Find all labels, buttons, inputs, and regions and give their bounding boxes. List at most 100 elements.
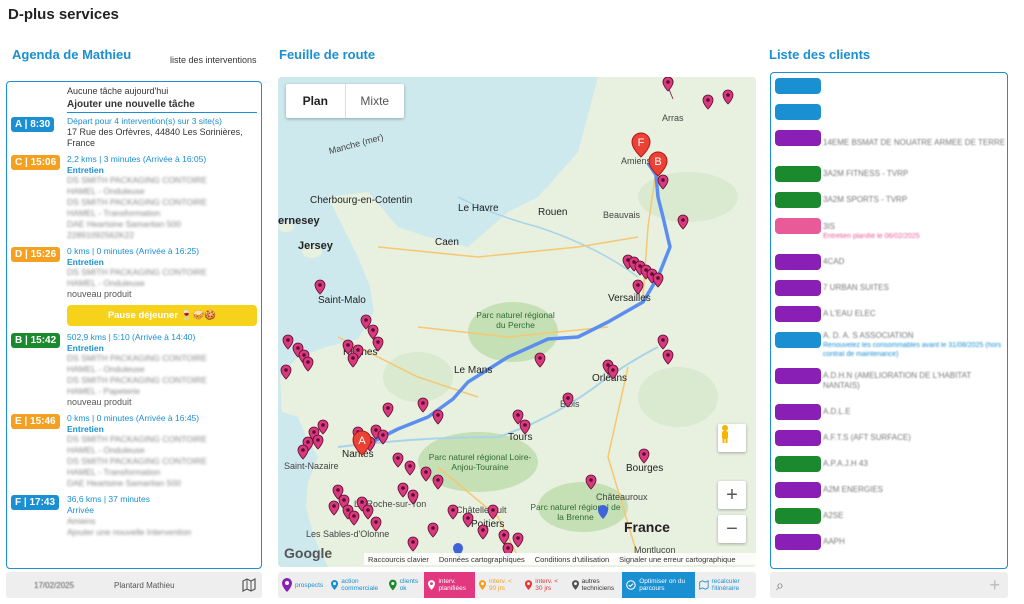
map-label: La Roche-sur-Yon <box>354 499 427 509</box>
map-label: Châtellerault <box>456 505 507 515</box>
map-label: Arras <box>662 113 684 123</box>
client-row[interactable] <box>771 99 1007 125</box>
tab-mixte[interactable]: Mixte <box>344 84 405 118</box>
map-label: Rouen <box>538 207 568 218</box>
client-name: A2M ENERGIES <box>823 485 884 494</box>
client-note: Entretien planifié le 06/02/2025 <box>823 232 920 240</box>
client-name: A L'EAU ELEC <box>823 309 876 318</box>
client-row[interactable]: 7 URBAN SUITES <box>771 275 1007 301</box>
agenda-item-b[interactable]: B | 15:42 502,9 kms | 5:10 (Arrivée à 14… <box>7 329 261 410</box>
technician-name[interactable]: Plantard Mathieu <box>114 580 175 590</box>
optimize-route-button[interactable]: Optimiser on du parcours <box>622 572 695 598</box>
route-map[interactable]: Plan Mixte Manche (mer) Cherbourg-en-Cot… <box>278 77 756 567</box>
lunch-break-banner: Pause déjeuner 🍷🥪🍪 <box>67 305 257 326</box>
product-note: nouveau produit <box>67 289 132 299</box>
client-row[interactable]: A.P.A.J.H 43 <box>771 451 1007 477</box>
agenda-panel: Aucune tâche aujourd'hui Ajouter une nou… <box>6 81 262 569</box>
agenda-item-e[interactable]: E | 15:46 0 kms | 0 minutes (Arrivée à 1… <box>7 410 261 491</box>
map-label: Poitiers <box>471 519 505 530</box>
equipment-line: HAMEL - Onduleuse <box>67 364 145 374</box>
agenda-item-d[interactable]: D | 15:26 0 kms | 0 minutes (Arrivée à 1… <box>7 243 261 302</box>
client-row[interactable]: 3A2M SPORTS - TVRP <box>771 187 1007 213</box>
client-status-badge <box>775 166 821 182</box>
purple-pin-icon <box>282 578 292 592</box>
client-row[interactable]: A2SE <box>771 503 1007 529</box>
add-intervention-link[interactable]: Ajouter une nouvelle Intervention <box>67 527 192 537</box>
search-icon[interactable]: ⌕ <box>776 577 784 593</box>
legend-under-30-days[interactable]: interv. < 30 jrs <box>521 572 567 598</box>
client-row[interactable]: AAPH <box>771 529 1007 555</box>
client-row[interactable] <box>771 73 1007 99</box>
map-data-link[interactable]: Données cartographiques <box>438 554 525 564</box>
red-pin-icon <box>525 580 533 590</box>
zoom-out-button[interactable]: − <box>718 515 746 543</box>
client-status-badge <box>775 218 821 234</box>
client-row[interactable]: A.D.H.N (AMELIORATION DE L'HABITAT NANTA… <box>771 363 1007 399</box>
client-status-badge <box>775 482 821 498</box>
intervention-type: Entretien <box>67 424 104 434</box>
client-row[interactable]: A.F.T.S (AFT SURFACE) <box>771 425 1007 451</box>
legend-planned[interactable]: interv. planifiées <box>424 572 476 598</box>
time-badge: B | 15:42 <box>11 333 61 348</box>
report-error-link[interactable]: Signaler une erreur cartographique <box>619 554 736 564</box>
client-status-badge <box>775 78 821 94</box>
trip-info: 0 kms | 0 minutes (Arrivée à 16:25) <box>67 246 200 256</box>
map-label: Parc naturel régional de la Brenne <box>530 502 621 522</box>
equipment-line: 22891092562K22 <box>67 230 135 240</box>
agenda-footer: 17/02/2025 Plantard Mathieu <box>6 572 262 598</box>
client-status-badge <box>775 130 821 146</box>
recalculate-route-button[interactable]: recalculer l'itinéraire <box>695 572 756 598</box>
client-status-badge <box>775 104 821 120</box>
equipment-line: DAE Heartsine Samaritan 500 <box>67 219 181 229</box>
legend-commercial-action[interactable]: action commerciale <box>327 572 385 598</box>
pegman-icon[interactable] <box>718 424 746 452</box>
agenda-item-c[interactable]: C | 15:06 2,2 kms | 3 minutes (Arrivée à… <box>7 151 261 243</box>
terms-link[interactable]: Conditions d'utilisation <box>534 554 610 564</box>
client-row[interactable]: A. D. A. S ASSOCIATION Renouvelez les con… <box>771 327 1007 363</box>
tab-plan[interactable]: Plan <box>302 94 328 108</box>
map-label: Tours <box>508 432 533 443</box>
trip-info: 502,9 kms | 5:10 (Arrivée à 14:40) <box>67 332 196 342</box>
route-title: Feuille de route <box>279 47 376 62</box>
map-label: ernesey <box>278 215 320 227</box>
add-task-link[interactable]: Ajouter une nouvelle tâche <box>67 96 257 113</box>
map-label: Bourges <box>626 463 664 474</box>
clients-footer: ⌕ + <box>770 572 1008 598</box>
agenda-item-f[interactable]: F | 17:43 36,6 kms | 37 minutes Arrivée … <box>7 491 261 540</box>
interventions-list-link[interactable]: liste des interventions <box>170 55 257 65</box>
client-status-badge <box>775 404 821 420</box>
map-label: Le Havre <box>458 203 499 214</box>
zoom-in-button[interactable]: + <box>718 481 746 509</box>
google-logo: Google <box>284 545 333 561</box>
client-status-badge <box>775 254 821 270</box>
legend-other-technicians[interactable]: autres techniciens <box>568 572 623 598</box>
agenda-date[interactable]: 17/02/2025 <box>34 580 75 590</box>
map-label: Parc naturel régional du Perche <box>476 310 555 330</box>
client-name: A. D. A. S ASSOCIATION <box>823 331 914 340</box>
legend-clients-ok[interactable]: clients ok <box>385 572 424 598</box>
client-row[interactable]: 14EME BSMAT DE NOUATRE ARMEE DE TERRE <box>771 125 1007 161</box>
map-label: Saint-Malo <box>318 295 366 306</box>
route-map-icon[interactable] <box>242 578 256 592</box>
client-row[interactable]: A2M ENERGIES <box>771 477 1007 503</box>
legend-prospects[interactable]: prospects <box>278 572 327 598</box>
client-name: A.D.H.N (AMELIORATION DE L'HABITAT NANTA… <box>823 371 972 390</box>
map-label: Rennes <box>343 347 378 358</box>
address: 17 Rue des Orfèvres, 44840 Les Sorinière… <box>67 127 243 148</box>
keyboard-shortcuts-link[interactable]: Raccourcis clavier <box>368 554 429 564</box>
add-client-button[interactable]: + <box>989 575 1000 595</box>
client-name: 3A2M SPORTS - TVRP <box>823 195 908 204</box>
map-label: Saint-Nazaire <box>284 461 339 471</box>
client-row[interactable]: 4CAD <box>771 249 1007 275</box>
client-row[interactable]: 3IS Entretien planifié le 06/02/2025 <box>771 213 1007 249</box>
client-row[interactable]: A.D.L.E <box>771 399 1007 425</box>
client-row[interactable]: A L'EAU ELEC <box>771 301 1007 327</box>
time-badge: A | 8:30 <box>11 117 55 132</box>
client-status-badge <box>775 508 821 524</box>
client-row[interactable]: 3A2M FITNESS - TVRP <box>771 161 1007 187</box>
pink-pin-icon <box>428 580 436 590</box>
legend-under-90-days[interactable]: interv. < 90 jrs <box>475 572 521 598</box>
agenda-item-a[interactable]: A | 8:30 Départ pour 4 intervention(s) s… <box>7 113 261 151</box>
intervention-type: Entretien <box>67 257 104 267</box>
green-pin-icon <box>389 579 397 591</box>
